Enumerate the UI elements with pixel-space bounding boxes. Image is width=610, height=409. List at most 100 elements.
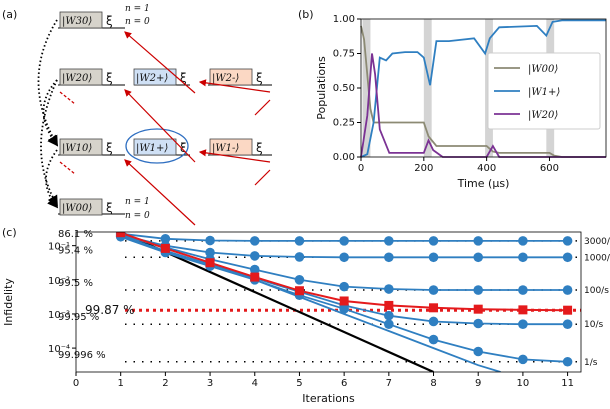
series-line	[360, 19, 606, 158]
rate-label: 1000/s	[584, 253, 610, 263]
data-point	[384, 319, 394, 329]
wave-icon: ξ	[180, 71, 187, 85]
data-point	[339, 252, 349, 263]
x-tick-label: 6	[341, 378, 347, 389]
data-point	[518, 285, 528, 295]
state-w20: |W20⟩ ξ	[59, 68, 113, 86]
wave-icon: ξ	[106, 14, 113, 28]
data-point	[428, 334, 439, 345]
data-point	[384, 310, 394, 321]
data-point	[429, 303, 439, 313]
data-point	[205, 235, 215, 246]
n-label: n = 1	[125, 197, 150, 207]
populations-chart: (b) 0 200 400 600 0.00 0.25 0.50 0.75 1.00 Time …	[298, 8, 607, 190]
wave-icon: ξ	[106, 201, 113, 215]
y-tick-label: 0.25	[333, 118, 355, 129]
x-tick-label: 8	[430, 378, 436, 389]
data-point	[428, 285, 439, 295]
legend: |W00⟩ |W1+⟩ |W20⟩	[487, 52, 601, 130]
wave-icon: ξ	[106, 71, 113, 85]
data-point	[294, 236, 305, 246]
x-tick-label: 600	[540, 163, 559, 174]
data-point	[428, 236, 439, 246]
panel-label-c: (c)	[2, 226, 17, 239]
data-point	[428, 252, 439, 263]
data-point	[473, 285, 484, 295]
fidelity-label: 86.1 %	[58, 229, 93, 240]
plot-frame	[75, 231, 582, 373]
y-axis-label: Infidelity	[2, 278, 15, 326]
level-diagram: (a) |W30⟩ ξ |W20⟩ ξ |W2+⟩ ξ |W2-⟩ ξ	[2, 4, 272, 226]
panel-label-a: (a)	[2, 8, 17, 21]
data-point	[384, 236, 394, 246]
fidelity-label: 95.4 %	[58, 245, 93, 256]
panel-label-b: (b)	[298, 8, 314, 21]
data-point	[518, 319, 528, 329]
y-axis-label: Populations	[315, 56, 328, 120]
data-point	[473, 252, 484, 263]
y-tick-label: 0.75	[333, 49, 355, 60]
n-label: n = 0	[125, 17, 150, 27]
n-label: n = 1	[125, 4, 150, 14]
y-tick-label: 0.50	[333, 83, 355, 94]
wave-icon: ξ	[256, 71, 263, 85]
y-tick-label: 1.00	[333, 14, 355, 25]
data-point	[249, 251, 260, 261]
data-point	[294, 275, 305, 285]
data-point	[294, 286, 304, 296]
data-point	[339, 304, 349, 314]
n-label: n = 0	[125, 211, 150, 221]
fidelity-label: 99.87 %	[85, 303, 135, 317]
state-w30: |W30⟩ ξ	[59, 11, 113, 29]
x-tick-label: 2	[162, 378, 168, 389]
x-tick-label: 4	[252, 378, 258, 389]
data-point	[294, 252, 305, 262]
data-point	[205, 247, 215, 258]
y-tick-label: 0.00	[333, 152, 355, 163]
y-tick-label: 10⁻¹	[48, 242, 70, 253]
data-point	[473, 236, 484, 246]
x-axis-label: Iterations	[302, 392, 355, 405]
data-point	[518, 305, 528, 315]
data-point	[160, 243, 170, 253]
state-w1p: |W1+⟩ ξ	[125, 128, 189, 164]
data-point	[250, 272, 260, 282]
x-tick-label: 1	[118, 378, 124, 389]
svg-text:|W30⟩: |W30⟩	[62, 16, 92, 27]
decay-arrows	[37, 19, 59, 209]
svg-text:|W00⟩: |W00⟩	[62, 203, 92, 214]
series-line	[254, 278, 501, 372]
data-point	[562, 236, 573, 246]
x-tick-label: 0	[73, 378, 79, 389]
data-point	[339, 281, 349, 292]
svg-text:|W20⟩: |W20⟩	[62, 73, 92, 84]
state-w1m: |W1-⟩ ξ	[209, 138, 263, 156]
x-tick-label: 200	[414, 163, 433, 174]
data-point	[562, 356, 573, 367]
data-point	[249, 264, 260, 275]
shaded-interval	[362, 19, 371, 157]
wave-icon: ξ	[106, 141, 113, 155]
data-point	[160, 234, 171, 244]
legend-label: |W20⟩	[528, 110, 558, 121]
state-w2p: |W2+⟩ ξ	[133, 68, 187, 86]
data-point	[116, 232, 126, 238]
x-tick-label: 3	[207, 378, 213, 389]
data-point	[339, 236, 349, 246]
svg-text:|W1-⟩: |W1-⟩	[212, 143, 239, 154]
data-point	[384, 284, 394, 294]
rate-label: 1/s	[584, 358, 598, 368]
legend-label: |W1+⟩	[528, 87, 560, 98]
data-point	[384, 252, 394, 263]
wave-icon: ξ	[256, 141, 263, 155]
state-w10: |W10⟩ ξ	[59, 138, 113, 156]
y-tick-label: 10⁻⁴	[48, 344, 70, 355]
legend-label: |W00⟩	[528, 64, 558, 75]
rate-label: 3000/s	[584, 237, 610, 247]
data-point	[249, 236, 260, 246]
x-axis-label: Time (μs)	[457, 177, 510, 190]
data-point	[562, 285, 573, 295]
svg-text:|W2-⟩: |W2-⟩	[212, 73, 239, 84]
